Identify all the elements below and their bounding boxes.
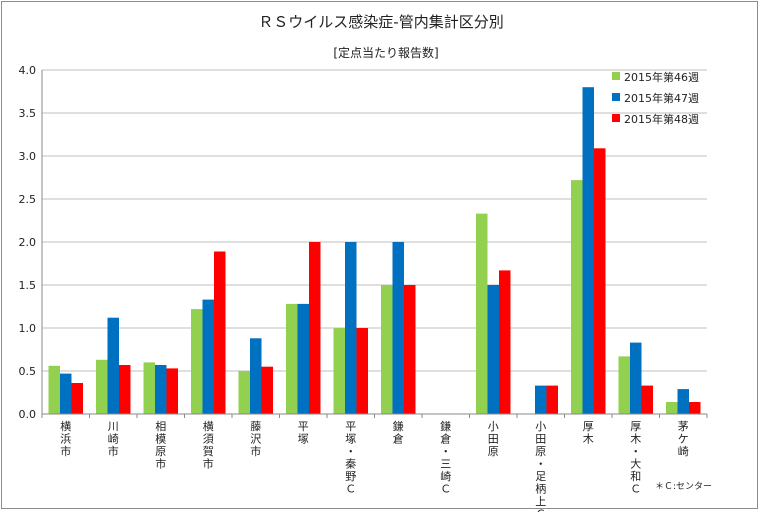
bar-s3-3: [214, 251, 226, 414]
y-tick-label: 3.0: [19, 150, 37, 163]
bar-s3-12: [641, 385, 653, 414]
category-label: 鎌倉・三崎Ｃ: [440, 419, 451, 496]
bar-s1-2: [143, 362, 155, 414]
legend-label-2: 2015年第47週: [624, 91, 699, 105]
bar-s1-0: [48, 365, 60, 414]
bar-s2-9: [487, 285, 499, 414]
category-label: 横須賀市: [203, 419, 214, 471]
bar-s1-13: [666, 402, 678, 414]
bar-s1-9: [476, 213, 488, 414]
category-label: 横浜市: [60, 419, 71, 458]
bar-s1-7: [381, 285, 393, 414]
bar-s2-13: [677, 389, 689, 414]
y-tick-label: 2.5: [19, 193, 37, 206]
y-tick-label: 3.5: [19, 107, 37, 120]
bar-s3-13: [689, 402, 701, 414]
bars: [48, 87, 701, 415]
y-tick-label: 1.0: [19, 322, 37, 335]
bar-s3-1: [119, 365, 131, 414]
gridlines: [42, 69, 707, 372]
legend-label-1: 2015年第46週: [624, 70, 699, 84]
legend-swatch-3: [612, 114, 620, 122]
x-axis-categories: 横浜市 川崎市 相模原市 横須賀市 藤沢市 平塚 平塚・秦野Ｃ 鎌倉 鎌倉・三崎Ｃ 小田原 小田原・…: [60, 419, 689, 512]
category-label: 小田原・足柄上Ｃ: [535, 420, 546, 512]
category-label: 小田原: [488, 420, 499, 458]
bar-s1-3: [191, 309, 203, 414]
bar-s2-0: [60, 373, 72, 414]
bar-s1-4: [238, 371, 250, 414]
bar-s2-1: [107, 317, 119, 414]
category-label: 茅ケ崎: [678, 420, 689, 458]
bar-s1-6: [333, 328, 345, 414]
bar-s3-11: [594, 148, 606, 415]
bar-s3-9: [499, 270, 511, 414]
bar-s1-5: [286, 303, 298, 414]
bar-s1-1: [96, 359, 108, 414]
y-tick-label: 0.5: [19, 365, 37, 378]
bar-s2-7: [392, 242, 404, 414]
category-label: 厚木: [583, 420, 594, 446]
bar-s1-12: [618, 356, 630, 414]
legend-label-3: 2015年第48週: [624, 112, 699, 126]
legend: 2015年第46週 2015年第47週 2015年第48週: [612, 70, 699, 126]
category-label: 平塚・秦野Ｃ: [345, 420, 356, 496]
chart-subtitle: [定点当たり報告数]: [333, 45, 438, 60]
footnote: ＊Ｃ:センター: [655, 481, 712, 492]
category-label: 相模原市: [155, 420, 166, 471]
bar-s2-4: [250, 338, 262, 414]
y-axis-ticks: 0.0 0.5 1.0 1.5 2.0 2.5 3.0 3.5 4.0: [19, 64, 37, 421]
axes: [41, 70, 708, 418]
category-label: 川崎市: [108, 420, 119, 458]
legend-swatch-2: [612, 93, 620, 101]
bar-s3-10: [546, 385, 558, 414]
bar-s2-12: [630, 342, 642, 414]
y-tick-label: 1.5: [19, 279, 37, 292]
bar-s3-4: [261, 366, 273, 414]
y-tick-label: 0.0: [19, 408, 37, 421]
category-label: 平塚: [298, 420, 309, 446]
legend-swatch-1: [612, 72, 620, 80]
category-label: 鎌倉: [393, 419, 404, 446]
bar-s2-11: [582, 87, 594, 414]
chart-title: ＲＳウイルス感染症-管内集計区分別: [258, 13, 503, 31]
bar-s2-3: [202, 299, 214, 414]
bar-s1-11: [571, 180, 583, 414]
y-tick-label: 4.0: [19, 64, 37, 77]
bar-s3-0: [71, 383, 83, 414]
category-label: 厚木・大和Ｃ: [630, 420, 641, 496]
y-tick-label: 2.0: [19, 236, 37, 249]
category-label: 藤沢市: [250, 420, 261, 458]
bar-s2-6: [345, 242, 357, 414]
bar-s3-7: [404, 285, 416, 414]
bar-s3-6: [356, 328, 368, 414]
bar-s2-2: [155, 365, 167, 414]
bar-s3-2: [166, 368, 178, 414]
bar-s2-5: [297, 303, 309, 414]
bar-s3-5: [309, 242, 321, 414]
bar-s2-10: [535, 385, 547, 414]
